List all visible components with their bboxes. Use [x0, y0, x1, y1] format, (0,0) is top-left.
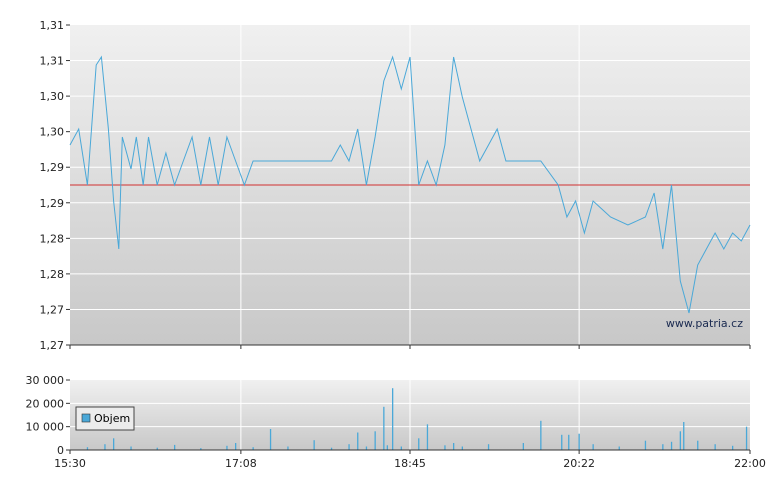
volume-panel: 0 10 000 20 000 30 000 Objem	[26, 374, 750, 457]
volume-bar	[235, 443, 237, 450]
x-tick-label: 20:22	[563, 457, 595, 470]
volume-bar	[618, 446, 620, 450]
volume-bar	[386, 445, 388, 450]
x-tick-label: 17:08	[225, 457, 257, 470]
volume-y-tick-label: 0	[57, 444, 64, 457]
volume-bar	[683, 422, 685, 450]
volume-bar	[592, 444, 594, 450]
volume-y-tick-label: 20 000	[26, 397, 65, 410]
price-y-tick-label: 1,31	[40, 55, 65, 68]
volume-bar	[156, 447, 158, 450]
x-tick-label: 15:30	[54, 457, 86, 470]
volume-bar	[662, 444, 664, 450]
x-tick-label: 22:00	[734, 457, 766, 470]
price-y-ticks: 1,27 1,27 1,28 1,28 1,29 1,29 1,30 1,30 1,31 1,31	[40, 19, 70, 352]
price-y-tick-label: 1,29	[40, 197, 65, 210]
price-y-tick-label: 1,27	[40, 303, 65, 316]
volume-bar	[426, 424, 429, 450]
volume-bar	[348, 444, 350, 450]
x-axis: 15:30 17:08 18:45 20:22 22:00	[54, 344, 766, 470]
volume-legend: Objem	[75, 406, 135, 431]
volume-bar	[679, 431, 681, 450]
volume-bar	[252, 447, 254, 450]
volume-bar	[383, 406, 385, 450]
volume-y-ticks: 0 10 000 20 000 30 000	[26, 374, 70, 457]
volume-bar	[453, 443, 455, 450]
volume-bar	[540, 420, 542, 450]
watermark: www.patria.cz	[666, 317, 743, 330]
legend-label-objem: Objem	[94, 412, 130, 425]
volume-bar	[86, 447, 89, 450]
volume-bar	[130, 446, 132, 450]
price-y-tick-label: 1,30	[40, 126, 65, 139]
price-series-line	[69, 55, 751, 314]
volume-bar	[357, 432, 359, 450]
price-y-tick-label: 1,30	[40, 90, 65, 103]
legend-swatch-objem	[81, 413, 91, 423]
volume-bar	[522, 443, 524, 450]
volume-bar	[578, 433, 580, 450]
volume-bar	[374, 431, 376, 450]
volume-grid	[70, 380, 750, 450]
price-y-tick-label: 1,31	[40, 19, 65, 32]
volume-bar	[269, 429, 272, 450]
volume-y-tick-label: 10 000	[26, 421, 65, 434]
price-y-tick-label: 1,28	[40, 268, 65, 281]
volume-bar	[174, 444, 176, 450]
volume-bar	[714, 444, 716, 450]
volume-bar	[365, 446, 368, 450]
volume-bar	[644, 440, 647, 450]
volume-bar	[444, 445, 446, 450]
volume-bar	[461, 446, 463, 450]
volume-bar	[313, 440, 315, 450]
volume-bar	[568, 434, 570, 450]
volume-bars	[86, 388, 748, 450]
legend-box	[75, 406, 135, 431]
volume-bar	[418, 438, 420, 450]
volume-bar	[113, 438, 115, 450]
price-y-tick-label: 1,27	[40, 339, 65, 352]
volume-bar	[400, 446, 402, 450]
volume-bar	[330, 447, 333, 450]
volume-bar	[732, 445, 734, 450]
price-y-tick-label: 1,28	[40, 232, 65, 245]
volume-bar	[670, 441, 673, 450]
x-tick-label: 18:45	[394, 457, 426, 470]
volume-bar	[287, 446, 289, 450]
price-panel: 1,27 1,27 1,28 1,28 1,29 1,29 1,30 1,30 1,31 1,31…	[40, 19, 751, 352]
volume-bar	[561, 434, 563, 450]
volume-bar	[487, 444, 490, 450]
volume-bar	[200, 448, 202, 450]
volume-y-tick-label: 30 000	[26, 374, 65, 387]
volume-bar	[745, 426, 748, 450]
volume-bar	[392, 388, 394, 450]
volume-bar	[226, 445, 228, 450]
price-y-tick-label: 1,29	[40, 161, 65, 174]
volume-bar	[104, 444, 106, 450]
volume-bar	[697, 440, 699, 450]
